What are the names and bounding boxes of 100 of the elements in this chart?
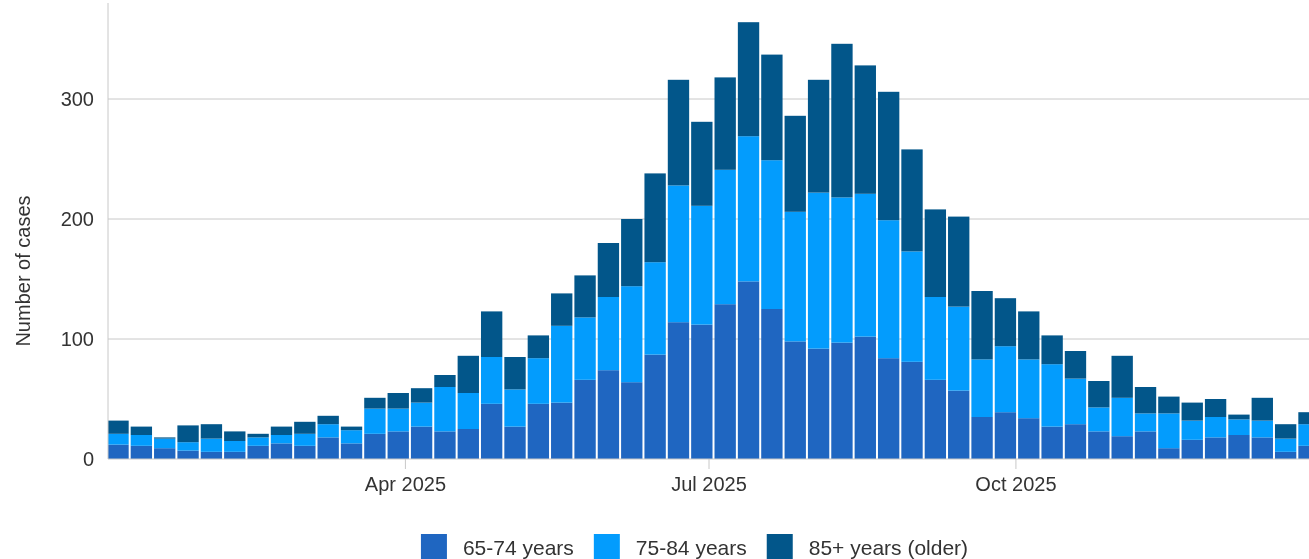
bar	[504, 426, 526, 459]
bar	[901, 149, 923, 252]
bar	[1181, 439, 1203, 459]
bar	[1088, 431, 1110, 459]
bar	[317, 415, 339, 425]
bar	[644, 262, 666, 355]
bar	[270, 435, 293, 444]
bar	[434, 375, 456, 387]
x-tick-label: Apr 2025	[364, 473, 446, 496]
bar	[457, 393, 479, 429]
bar	[387, 393, 409, 409]
bar	[457, 429, 479, 459]
bar	[854, 336, 876, 459]
bar	[410, 388, 433, 403]
y-tick-label: 100	[60, 327, 94, 350]
bar	[971, 359, 993, 417]
bar	[737, 136, 760, 282]
bar	[410, 426, 433, 459]
bar	[1111, 355, 1133, 398]
bar	[667, 185, 690, 323]
bar	[340, 443, 363, 459]
bar	[667, 79, 690, 186]
bar	[200, 438, 223, 452]
bar	[108, 433, 129, 445]
bar	[1018, 418, 1040, 459]
bar	[1204, 417, 1227, 438]
bar	[1041, 335, 1063, 365]
bar	[807, 348, 830, 459]
bar	[1041, 426, 1063, 459]
bar	[551, 293, 573, 326]
bar	[994, 412, 1017, 459]
bar	[574, 275, 596, 318]
bar	[948, 390, 970, 459]
bar	[527, 335, 550, 359]
bar	[294, 421, 316, 434]
bar	[597, 243, 620, 297]
bar	[1088, 407, 1110, 432]
bar	[364, 397, 386, 409]
bar	[434, 431, 456, 459]
bar	[714, 169, 736, 305]
bar	[1064, 351, 1087, 379]
bar	[761, 309, 783, 459]
bar	[177, 425, 199, 443]
bar	[504, 389, 526, 427]
x-tick-label: Jul 2025	[671, 473, 747, 496]
bar	[877, 220, 900, 359]
bar	[831, 197, 853, 343]
bar	[270, 443, 293, 459]
bar	[108, 420, 129, 434]
bar	[831, 342, 853, 459]
bar	[1181, 420, 1203, 440]
bar	[364, 433, 386, 459]
bar	[1111, 397, 1133, 437]
bar	[737, 22, 760, 137]
bar	[761, 160, 783, 309]
bar	[948, 216, 970, 307]
bar	[364, 408, 386, 434]
bar	[480, 357, 503, 404]
bar	[924, 209, 947, 297]
bar	[1134, 413, 1157, 432]
bar	[1111, 436, 1133, 459]
bar	[1204, 437, 1227, 459]
bar	[691, 121, 713, 206]
bar	[457, 355, 479, 393]
bar	[340, 430, 363, 444]
bar	[1158, 396, 1180, 414]
bar	[1134, 387, 1157, 414]
bar	[527, 403, 550, 459]
bar	[294, 445, 316, 459]
bar	[994, 298, 1017, 347]
bar	[551, 325, 573, 403]
bar	[761, 54, 783, 161]
bar	[784, 115, 806, 212]
bar	[1158, 448, 1180, 459]
bar	[1228, 419, 1250, 435]
bar	[994, 346, 1017, 413]
bar	[971, 417, 993, 459]
bar	[130, 426, 153, 435]
bar	[200, 424, 223, 439]
bar	[714, 77, 736, 170]
bar	[901, 361, 923, 459]
bar	[154, 448, 176, 459]
bar	[574, 317, 596, 380]
bar	[1064, 378, 1087, 425]
bar	[224, 431, 246, 441]
bar	[317, 424, 339, 438]
bar	[247, 437, 269, 446]
bar	[644, 354, 666, 459]
bar	[1064, 424, 1087, 459]
bar	[1251, 420, 1273, 438]
bar	[1228, 435, 1250, 459]
bar	[527, 358, 550, 404]
bar	[1018, 359, 1040, 419]
bar	[317, 437, 339, 459]
bar	[224, 441, 246, 452]
bar	[154, 438, 176, 449]
bar	[1018, 311, 1040, 360]
legend-label: 85+ years (older)	[808, 536, 969, 559]
bar	[807, 192, 830, 349]
bar	[1158, 413, 1180, 449]
